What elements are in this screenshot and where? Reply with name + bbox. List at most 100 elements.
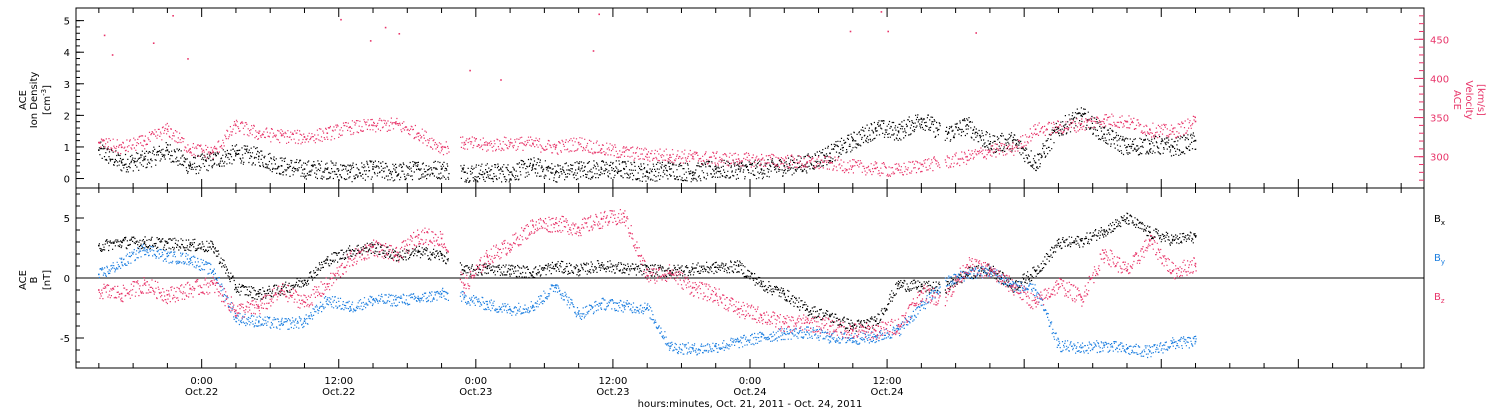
velocity-series-point [646, 153, 648, 156]
legend-by-base: B [1434, 253, 1441, 264]
by-series-point [463, 296, 466, 298]
date-tick-label: Oct.22 [185, 387, 218, 398]
bz-series-point [760, 314, 763, 316]
by-series-point [509, 308, 511, 310]
density-tick-label: 1 [64, 143, 70, 154]
by-series-point [212, 270, 214, 272]
density-tick-label: 2 [64, 111, 70, 122]
bx-series-point [280, 288, 283, 290]
bz-series-point [1011, 285, 1014, 288]
date-tick-label: Oct.24 [870, 387, 903, 398]
velocity-series-point [1011, 148, 1014, 150]
velocity-series-point [1194, 120, 1197, 123]
bz-series-point [326, 283, 329, 285]
bz-series-point [509, 243, 511, 246]
density-series-point [235, 152, 237, 155]
bx-series-point [737, 265, 740, 267]
velocity-series-point [98, 141, 100, 144]
velocity-series-point [852, 165, 854, 167]
velocity-series-point [760, 159, 763, 161]
velocity-series-point [692, 155, 694, 158]
bx-series-point [417, 250, 420, 253]
bx-series-point [577, 268, 580, 271]
density-series-point [189, 165, 191, 167]
legend-bz-sub: z [1441, 297, 1445, 305]
density-series-point [555, 171, 557, 173]
bz-series-point [143, 283, 146, 285]
bz-series-point [440, 237, 443, 240]
bz-series-point [166, 294, 169, 296]
density-series-point [395, 171, 397, 173]
density-series-point [897, 130, 900, 132]
velocity-series-point [1171, 130, 1174, 133]
by-series-point [349, 306, 351, 308]
bz-series-point [555, 222, 557, 224]
by-series-point [577, 313, 580, 315]
density-unit-end: ] [42, 85, 53, 89]
velocity-series-point [623, 151, 626, 153]
bx-series-point [714, 266, 717, 268]
velocity-series-point [714, 157, 717, 160]
velocity-series-point [120, 146, 123, 149]
velocity-outlier-point [340, 18, 342, 21]
density-series-point [303, 168, 306, 170]
bz-series-point [417, 234, 420, 236]
density-series-point [1103, 133, 1105, 136]
bz-series-point [783, 322, 786, 325]
density-series-point [417, 168, 420, 170]
by-series-point [920, 304, 923, 307]
bx-series-point [1126, 217, 1128, 219]
density-series-point [600, 168, 603, 170]
bx-series-point [120, 241, 123, 243]
bx-series-point [760, 283, 763, 285]
bz-series-point [1034, 302, 1037, 304]
density-series-point [212, 158, 214, 161]
bz-series-point [920, 291, 923, 294]
bz-series-point [235, 309, 237, 312]
velocity-series [98, 113, 1196, 177]
density-tick-label: 4 [64, 48, 70, 59]
bx-series-point [235, 286, 237, 289]
bx-series-point [440, 254, 443, 256]
density-series-point [1034, 161, 1037, 164]
bz-series-point [1171, 270, 1174, 272]
density-series-point [920, 117, 923, 120]
by-series-point [372, 298, 374, 301]
density-series-point [646, 171, 648, 173]
by-series-point [1149, 350, 1151, 352]
bx-series-point [486, 267, 489, 270]
density-axis-label-line1: ACE [18, 90, 29, 110]
bz-series-point [829, 325, 831, 327]
b-tick-label: 0 [64, 274, 70, 285]
bz-series-point [806, 321, 808, 324]
legend-bx-base: B [1434, 214, 1441, 225]
density-series-point [1126, 146, 1128, 148]
density-series-point [98, 149, 100, 151]
bx-series-point [989, 267, 991, 270]
by-series-point [395, 298, 397, 301]
density-series-point [1194, 139, 1197, 142]
velocity-outlier-point [103, 34, 106, 37]
bx-series-point [166, 242, 169, 244]
time-tick-label: 0:00 [465, 376, 487, 387]
density-series-point [737, 168, 740, 170]
density-series-point [463, 171, 466, 173]
density-axis-label-line2: Ion Density [29, 72, 40, 129]
by-series-point [98, 273, 100, 276]
density-series-point [280, 165, 283, 167]
velocity-series-point [600, 148, 603, 150]
density-unit-base: [cm [42, 96, 53, 115]
bz-series-point [1080, 296, 1083, 298]
velocity-series-point [806, 161, 808, 163]
velocity-series-point [1034, 128, 1037, 131]
bx-series-point [692, 267, 694, 270]
date-tick-label: Oct.24 [733, 387, 766, 398]
density-series-point [1057, 127, 1060, 129]
bz-series-point [646, 274, 648, 277]
by-series-point [532, 304, 534, 307]
bx-series-point [852, 325, 854, 327]
time-tick-label: 0:00 [190, 376, 212, 387]
by-series-point [806, 331, 808, 333]
